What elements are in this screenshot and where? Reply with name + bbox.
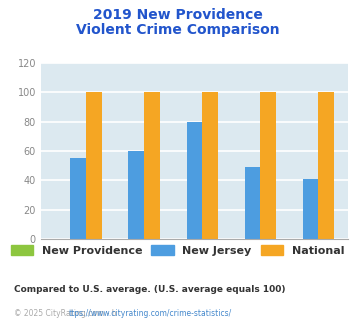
Bar — [86, 92, 102, 239]
Text: © 2025 CityRating.com - h: © 2025 CityRating.com - h — [14, 309, 117, 317]
Text: 2019 New Providence: 2019 New Providence — [93, 8, 262, 22]
Text: Violent Crime Comparison: Violent Crime Comparison — [76, 23, 279, 37]
Bar — [318, 92, 334, 239]
Bar — [245, 167, 260, 239]
Text: Compared to U.S. average. (U.S. average equals 100): Compared to U.S. average. (U.S. average … — [14, 285, 286, 294]
Bar — [302, 179, 318, 239]
Bar — [202, 92, 218, 239]
Legend: New Providence, New Jersey, National: New Providence, New Jersey, National — [6, 241, 349, 260]
Bar — [70, 158, 86, 239]
Bar — [144, 92, 160, 239]
Text: ttps://www.cityrating.com/crime-statistics/: ttps://www.cityrating.com/crime-statisti… — [69, 309, 233, 317]
Bar — [129, 151, 144, 239]
Bar — [186, 121, 202, 239]
Bar — [260, 92, 276, 239]
